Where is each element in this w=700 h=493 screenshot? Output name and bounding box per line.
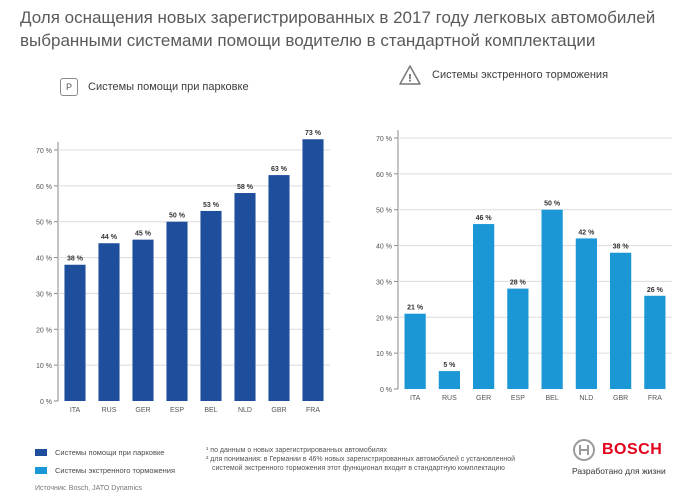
parking-ytick-label: 0 % bbox=[40, 399, 52, 406]
parking-bar-fra bbox=[302, 139, 324, 401]
parking-ytick-label: 40 % bbox=[36, 256, 52, 263]
braking-xtick-label: NLD bbox=[579, 395, 593, 402]
braking-xtick-label: ESP bbox=[511, 395, 525, 402]
braking-ytick-label: 50 % bbox=[376, 208, 392, 215]
braking-bar-gbr bbox=[610, 252, 632, 389]
parking-chart-header: P Системы помощи при парковке bbox=[60, 78, 249, 96]
parking-xtick-label: GER bbox=[135, 407, 150, 414]
braking-xtick-label: BEL bbox=[546, 395, 559, 402]
parking-xtick-label: FRA bbox=[306, 407, 320, 414]
parking-bar-ger bbox=[132, 239, 154, 401]
parking-ytick-label: 20 % bbox=[36, 327, 52, 334]
parking-value-label: 73 % bbox=[305, 130, 322, 137]
warning-icon-label: ! bbox=[408, 73, 412, 85]
parking-value-label: 53 % bbox=[203, 202, 220, 209]
parking-ytick-label: 60 % bbox=[36, 184, 52, 191]
page-title: Доля оснащения новых зарегистрированных … bbox=[20, 8, 656, 50]
braking-ytick-label: 10 % bbox=[376, 351, 392, 358]
braking-bar-nld bbox=[575, 238, 597, 389]
bosch-logo: BOSCH Разработано для жизни bbox=[572, 438, 666, 476]
braking-ytick-label: 70 % bbox=[376, 136, 392, 143]
bosch-wordmark: BOSCH bbox=[602, 441, 663, 458]
bosch-slogan: Разработано для жизни bbox=[572, 466, 666, 476]
footnotes: ¹ по данным о новых зарегистрированных а… bbox=[206, 446, 516, 473]
braking-value-label: 26 % bbox=[647, 287, 664, 294]
parking-ytick-label: 70 % bbox=[36, 148, 52, 155]
parking-xtick-label: GBR bbox=[271, 407, 286, 414]
parking-value-label: 58 % bbox=[237, 184, 254, 191]
braking-value-label: 38 % bbox=[613, 244, 630, 251]
braking-xtick-label: ITA bbox=[410, 395, 421, 402]
braking-bar-esp bbox=[507, 288, 529, 389]
parking-bar-esp bbox=[166, 221, 188, 401]
footnote-3: системой экстренного торможения этот фун… bbox=[212, 465, 505, 472]
parking-bar-bel bbox=[200, 210, 222, 401]
braking-bar-ita bbox=[404, 313, 426, 389]
parking-value-label: 45 % bbox=[135, 231, 152, 238]
braking-ytick-label: 30 % bbox=[376, 279, 392, 286]
footnote-1: ¹ по данным о новых зарегистрированных а… bbox=[206, 447, 388, 454]
braking-bar-rus bbox=[438, 371, 460, 389]
parking-value-label: 44 % bbox=[101, 234, 118, 241]
braking-value-label: 21 % bbox=[407, 305, 424, 312]
legend-label-parking: Системы помощи при парковке bbox=[55, 448, 165, 457]
source-note: Источник: Bosch, JATO Dynamics bbox=[35, 485, 143, 492]
parking-chart-title: Системы помощи при парковке bbox=[88, 81, 249, 93]
parking-ytick-label: 30 % bbox=[36, 291, 52, 298]
braking-ytick-label: 40 % bbox=[376, 244, 392, 251]
parking-bar-nld bbox=[234, 193, 256, 401]
parking-xtick-label: ITA bbox=[70, 407, 81, 414]
legend-item-braking: Системы экстренного торможения bbox=[35, 466, 175, 475]
parking-xtick-label: RUS bbox=[102, 407, 117, 414]
braking-chart-title: Системы экстренного торможения bbox=[432, 69, 609, 81]
footnote-2: ² для понимания: в Германии в 46% новых … bbox=[206, 456, 516, 463]
parking-ytick-label: 10 % bbox=[36, 363, 52, 370]
parking-sign-icon: P bbox=[60, 78, 78, 96]
braking-value-label: 46 % bbox=[476, 215, 493, 222]
braking-ytick-label: 0 % bbox=[380, 387, 392, 394]
legend-item-parking: Системы помощи при парковке bbox=[35, 448, 164, 457]
braking-xtick-label: GER bbox=[476, 395, 491, 402]
braking-bar-fra bbox=[644, 295, 666, 389]
bosch-armature-icon bbox=[573, 439, 595, 461]
parking-ytick-label: 50 % bbox=[36, 220, 52, 227]
warning-triangle-icon: ! bbox=[399, 65, 421, 85]
braking-bar-bel bbox=[541, 209, 563, 389]
braking-xtick-label: FRA bbox=[648, 395, 662, 402]
legend-swatch-parking bbox=[35, 449, 47, 456]
braking-xtick-label: GBR bbox=[613, 395, 628, 402]
braking-ytick-label: 60 % bbox=[376, 172, 392, 179]
braking-value-label: 28 % bbox=[510, 280, 527, 287]
parking-value-label: 63 % bbox=[271, 166, 288, 173]
braking-value-label: 42 % bbox=[578, 229, 595, 236]
parking-bar-ita bbox=[64, 264, 86, 401]
parking-value-label: 38 % bbox=[67, 256, 84, 263]
braking-xtick-label: RUS bbox=[442, 395, 457, 402]
braking-value-label: 50 % bbox=[544, 201, 561, 208]
braking-bar-ger bbox=[473, 224, 495, 389]
parking-bar-rus bbox=[98, 243, 120, 401]
legend-label-braking: Системы экстренного торможения bbox=[55, 466, 176, 475]
parking-bar-gbr bbox=[268, 175, 290, 401]
braking-value-label: 5 % bbox=[443, 362, 456, 369]
parking-xtick-label: BEL bbox=[204, 407, 217, 414]
parking-value-label: 50 % bbox=[169, 213, 186, 220]
legend-swatch-braking bbox=[35, 467, 47, 474]
braking-ytick-label: 20 % bbox=[376, 315, 392, 322]
parking-xtick-label: NLD bbox=[238, 407, 252, 414]
parking-xtick-label: ESP bbox=[170, 407, 184, 414]
braking-chart-header: ! Системы экстренного торможения bbox=[398, 64, 608, 86]
